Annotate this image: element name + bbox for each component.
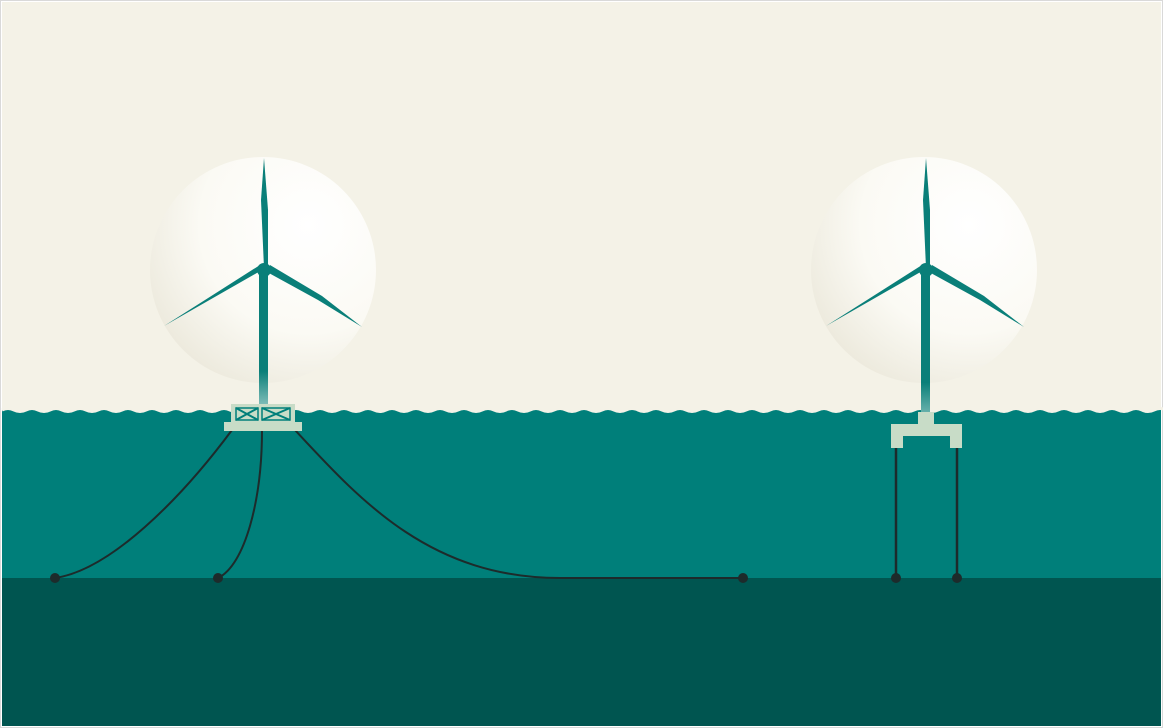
anchor-point xyxy=(213,573,223,583)
anchor-point xyxy=(738,573,748,583)
right-tower xyxy=(921,270,930,420)
right-tension-leg-turbine xyxy=(811,157,1037,583)
mooring-line-1 xyxy=(54,429,233,579)
right-tlp-platform xyxy=(891,412,962,448)
left-floating-turbine xyxy=(50,157,748,583)
left-tower xyxy=(259,270,268,405)
anchor-point xyxy=(891,573,901,583)
right-rotor xyxy=(826,158,1024,327)
sea xyxy=(2,410,1161,578)
mooring-line-3 xyxy=(294,429,743,579)
left-truss-platform xyxy=(224,404,302,431)
anchor-point xyxy=(952,573,962,583)
seabed xyxy=(2,578,1161,726)
mooring-line-2 xyxy=(217,429,263,579)
left-rotor xyxy=(164,158,362,327)
anchor-point xyxy=(50,573,60,583)
wave-line xyxy=(1,407,1163,413)
